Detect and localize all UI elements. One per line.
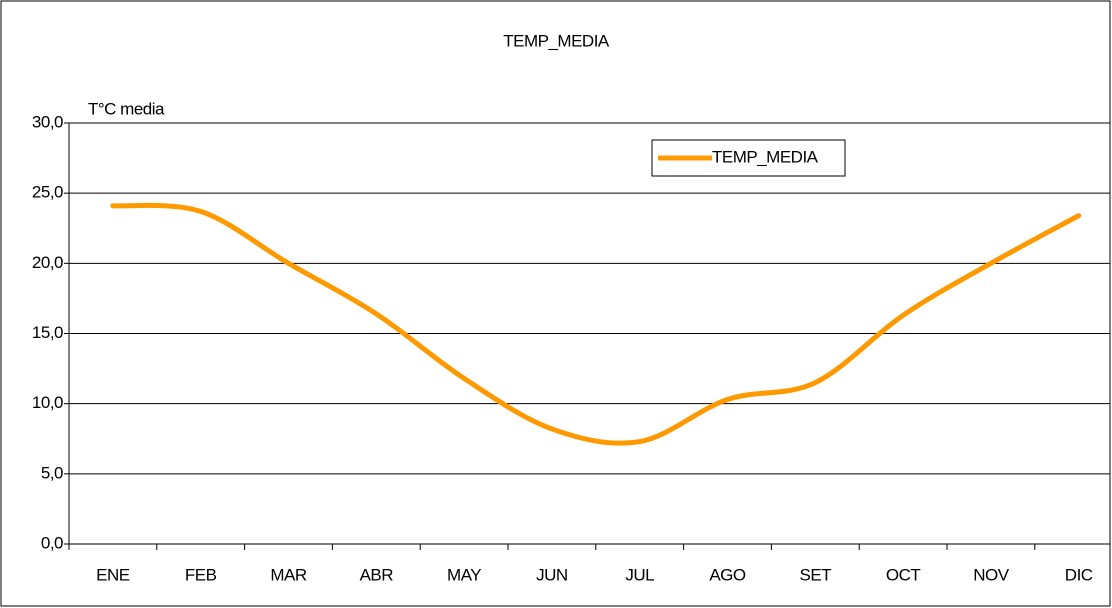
x-tick-label: ENE xyxy=(96,565,130,584)
y-tick-label: 0,0 xyxy=(41,533,63,552)
x-tick-label: NOV xyxy=(973,565,1010,584)
y-tick-label: 10,0 xyxy=(32,393,63,412)
x-tick-label: OCT xyxy=(886,565,921,584)
y-tick-label: 30,0 xyxy=(32,112,63,131)
y-axis-label: T°C media xyxy=(88,99,165,118)
x-tick-label: JUN xyxy=(536,565,568,584)
x-tick-label: SET xyxy=(800,565,832,584)
x-tick-label: ABR xyxy=(360,565,394,584)
x-tick-label: JUL xyxy=(625,565,654,584)
x-tick-label: DIC xyxy=(1065,565,1093,584)
chart-title: TEMP_MEDIA xyxy=(503,31,610,50)
x-tick-label: MAY xyxy=(447,565,481,584)
y-tick-label: 5,0 xyxy=(41,463,63,482)
y-tick-label: 25,0 xyxy=(32,183,63,202)
legend-label: TEMP_MEDIA xyxy=(712,147,819,166)
y-tick-label: 20,0 xyxy=(32,253,63,272)
x-tick-label: FEB xyxy=(185,565,217,584)
x-tick-label: AGO xyxy=(709,565,746,584)
x-tick-label: MAR xyxy=(270,565,307,584)
y-tick-label: 15,0 xyxy=(32,323,63,342)
data-line xyxy=(110,202,1082,446)
